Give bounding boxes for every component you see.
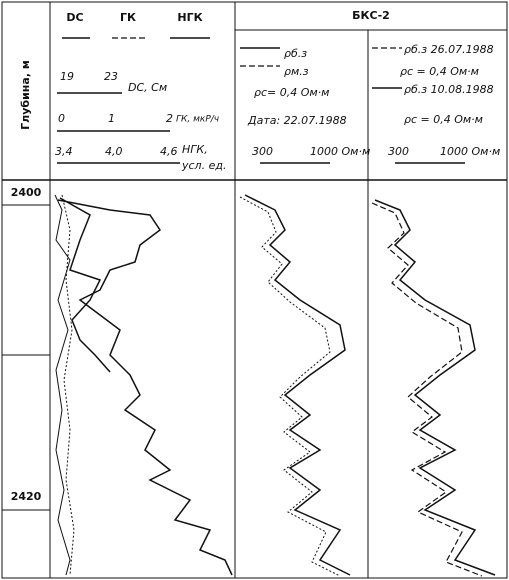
scale: 4,0 [105,145,123,158]
scale: 300 [388,145,409,158]
scale: 19 [60,70,74,83]
legend: ρб.з [284,47,307,60]
scale: 1 [108,112,115,125]
legend: НГК [177,11,202,24]
scale: усл. ед. [181,159,226,172]
scale: 300 [252,145,273,158]
depth-label: Глубина, м [19,60,32,130]
legend: ρс = 0,4 Ом·м [400,65,479,78]
title: БКС-2 [352,9,390,22]
log-curves [54,194,496,577]
scale: НГК, [182,143,208,156]
scale: 1000 Ом·м [440,145,500,158]
legend: DC [66,11,83,24]
scale: 23 [104,70,118,83]
scale: 3,4 [55,145,73,158]
legend: ρб.з 26.07.1988 [404,43,494,56]
rho-c: ρс = 0,4 Ом·м [404,113,483,126]
scale: 2 [166,112,173,125]
scale: 0 [58,112,65,125]
rho-c: ρс= 0,4 Ом·м [254,86,330,99]
scale: 1000 Ом·м [310,145,370,158]
depth: 2400 [11,186,42,199]
scale: 4,6 [160,145,178,158]
legend: ρб.з 10.08.1988 [404,83,494,96]
legend: ρм.з [284,65,309,78]
date: Дата: 22.07.1988 [247,114,347,127]
legend: ГК [120,11,136,24]
scale: ГК, мкР/ч [176,115,219,125]
scale: DC, См [128,81,167,94]
depth: 2420 [11,490,42,503]
